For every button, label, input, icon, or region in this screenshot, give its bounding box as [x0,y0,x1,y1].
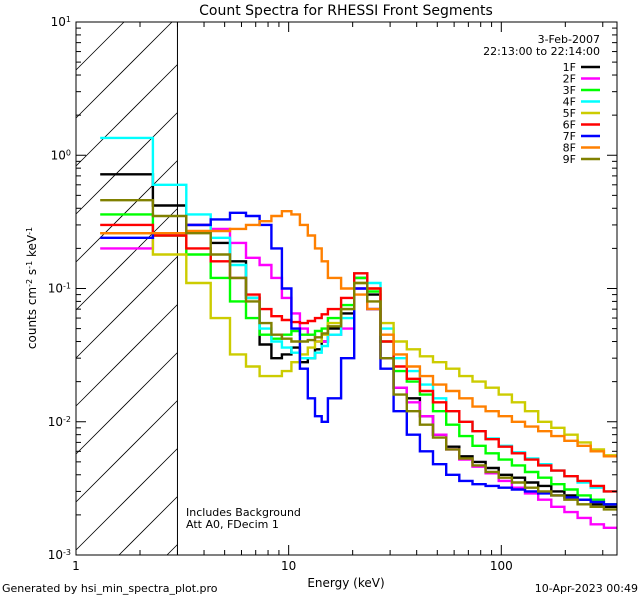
legend-label-8f: 8F [563,142,576,155]
legend-label-7f: 7F [563,130,576,143]
chart-title: Count Spectra for RHESSI Front Segments [199,3,493,19]
series-8f-line [100,210,617,458]
date-label: 3-Feb-2007 [538,33,600,46]
y-tick-label: 10-2 [48,414,71,429]
x-tick-label: 100 [490,559,513,573]
legend-label-3f: 3F [563,84,576,97]
background-hatch-region [75,21,178,556]
hatch-lines [75,21,178,556]
legend-label-1f: 1F [563,61,576,74]
legend-label-9f: 9F [563,153,576,166]
annotation-background: Includes Background [186,506,301,519]
x-tick-label: 10 [281,559,296,573]
legend-label-4f: 4F [563,96,576,109]
y-axis-label: counts cm-2 s-1 keV-1 [25,227,40,349]
x-axis-label: Energy (keV) [307,576,384,590]
annotation-attenuator: Att A0, FDecim 1 [186,518,279,531]
legend-label-5f: 5F [563,107,576,120]
y-tick-label: 100 [51,148,71,163]
timestamp-label: 10-Apr-2023 00:49 [534,582,638,595]
y-tick-label: 101 [51,15,71,30]
legend-label-2f: 2F [563,73,576,86]
legend-label-6f: 6F [563,119,576,132]
generated-by-label: Generated by hsi_min_spectra_plot.pro [2,582,218,595]
series-9f-line [100,199,617,511]
y-tick-label: 10-3 [48,548,71,563]
x-tick-label: 1 [72,559,80,573]
y-tick-label: 10-1 [48,281,71,296]
time-range-label: 22:13:00 to 22:14:00 [483,45,600,58]
